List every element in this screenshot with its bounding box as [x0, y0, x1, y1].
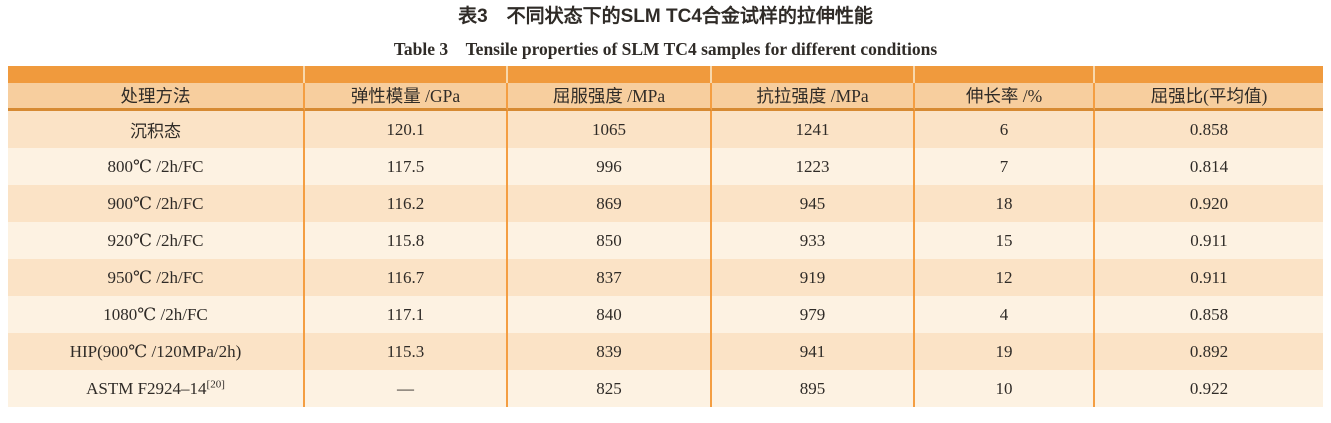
- table-row: 920℃ /2h/FC 115.8 850 933 15 0.911: [8, 222, 1323, 259]
- column-header-tensile-strength: 抗拉强度 /MPa: [712, 83, 915, 111]
- table-row: 沉积态 120.1 1065 1241 6 0.858: [8, 111, 1323, 148]
- cell-tensile-strength: 941: [712, 333, 915, 370]
- cell-yield-strength: 840: [508, 296, 712, 333]
- cell-tensile-strength: 979: [712, 296, 915, 333]
- cell-yield-strength: 839: [508, 333, 712, 370]
- accent-bar-cell: [508, 66, 712, 83]
- page: 表3 不同状态下的SLM TC4合金试样的拉伸性能 Table 3 Tensil…: [0, 0, 1331, 407]
- cell-yield-ratio: 0.922: [1095, 370, 1323, 407]
- cell-elongation: 19: [915, 333, 1095, 370]
- cell-yield-strength: 996: [508, 148, 712, 185]
- cell-yield-ratio: 0.911: [1095, 259, 1323, 296]
- cell-elastic-modulus: 116.2: [305, 185, 508, 222]
- cell-elastic-modulus: —: [305, 370, 508, 407]
- cell-yield-strength: 825: [508, 370, 712, 407]
- table-row: 900℃ /2h/FC 116.2 869 945 18 0.920: [8, 185, 1323, 222]
- cell-elastic-modulus: 115.3: [305, 333, 508, 370]
- cell-tensile-strength: 1241: [712, 111, 915, 148]
- cell-elastic-modulus: 117.1: [305, 296, 508, 333]
- cell-elongation: 12: [915, 259, 1095, 296]
- cell-method: HIP(900℃ /120MPa/2h): [8, 333, 305, 370]
- reference-superscript: [20]: [206, 377, 225, 390]
- cell-elastic-modulus: 117.5: [305, 148, 508, 185]
- cell-method: 1080℃ /2h/FC: [8, 296, 305, 333]
- cell-elongation: 18: [915, 185, 1095, 222]
- cell-tensile-strength: 945: [712, 185, 915, 222]
- cell-tensile-strength: 895: [712, 370, 915, 407]
- cell-yield-strength: 837: [508, 259, 712, 296]
- accent-bar-cell: [915, 66, 1095, 83]
- table-caption-zh: 表3 不同状态下的SLM TC4合金试样的拉伸性能: [458, 6, 873, 27]
- tensile-properties-table: 处理方法 弹性模量 /GPa 屈服强度 /MPa 抗拉强度 /MPa 伸长率 /% 屈强比…: [8, 66, 1323, 407]
- column-header-method: 处理方法: [8, 83, 305, 111]
- cell-elongation: 10: [915, 370, 1095, 407]
- column-header-yield-ratio: 屈强比(平均值): [1095, 83, 1323, 111]
- header-row: 处理方法 弹性模量 /GPa 屈服强度 /MPa 抗拉强度 /MPa 伸长率 /% 屈强比…: [8, 83, 1323, 111]
- column-header-yield-strength: 屈服强度 /MPa: [508, 83, 712, 111]
- cell-yield-ratio: 0.858: [1095, 111, 1323, 148]
- column-header-elastic-modulus: 弹性模量 /GPa: [305, 83, 508, 111]
- cell-yield-ratio: 0.911: [1095, 222, 1323, 259]
- cell-elongation: 6: [915, 111, 1095, 148]
- table-row: HIP(900℃ /120MPa/2h) 115.3 839 941 19 0.892: [8, 333, 1323, 370]
- table-caption-en: Table 3 Tensile properties of SLM TC4 sa…: [393, 39, 938, 59]
- table-row: 800℃ /2h/FC 117.5 996 1223 7 0.814: [8, 148, 1323, 185]
- cell-yield-strength: 869: [508, 185, 712, 222]
- table-body: 沉积态 120.1 1065 1241 6 0.858 800℃ /2h/FC 117.5 99…: [8, 111, 1323, 407]
- cell-elastic-modulus: 120.1: [305, 111, 508, 148]
- cell-elongation: 7: [915, 148, 1095, 185]
- cell-tensile-strength: 1223: [712, 148, 915, 185]
- table-row: 1080℃ /2h/FC 117.1 840 979 4 0.858: [8, 296, 1323, 333]
- cell-elastic-modulus: 116.7: [305, 259, 508, 296]
- cell-yield-ratio: 0.892: [1095, 333, 1323, 370]
- cell-yield-ratio: 0.814: [1095, 148, 1323, 185]
- cell-method: 沉积态: [8, 111, 305, 148]
- cell-tensile-strength: 919: [712, 259, 915, 296]
- table-row: ASTM F2924–14[20] —825 895 10 0.922: [8, 370, 1323, 407]
- accent-bar-row: [8, 66, 1323, 83]
- cell-elongation: 15: [915, 222, 1095, 259]
- cell-yield-ratio: 0.920: [1095, 185, 1323, 222]
- cell-yield-ratio: 0.858: [1095, 296, 1323, 333]
- table-caption: 表3 不同状态下的SLM TC4合金试样的拉伸性能 Table 3 Tensil…: [0, 0, 1331, 62]
- cell-method: 920℃ /2h/FC: [8, 222, 305, 259]
- cell-method: 900℃ /2h/FC: [8, 185, 305, 222]
- accent-bar-cell: [305, 66, 508, 83]
- cell-elastic-modulus: 115.8: [305, 222, 508, 259]
- cell-yield-strength: 850: [508, 222, 712, 259]
- cell-method: 950℃ /2h/FC: [8, 259, 305, 296]
- cell-elongation: 4: [915, 296, 1095, 333]
- cell-method: 800℃ /2h/FC: [8, 148, 305, 185]
- accent-bar-cell: [712, 66, 915, 83]
- accent-bar-cell: [1095, 66, 1323, 83]
- accent-bar-cell: [8, 66, 305, 83]
- cell-yield-strength: 1065: [508, 111, 712, 148]
- table-row: 950℃ /2h/FC 116.7 837 919 12 0.911: [8, 259, 1323, 296]
- cell-tensile-strength: 933: [712, 222, 915, 259]
- cell-method: ASTM F2924–14[20]: [8, 370, 305, 407]
- column-header-elongation: 伸长率 /%: [915, 83, 1095, 111]
